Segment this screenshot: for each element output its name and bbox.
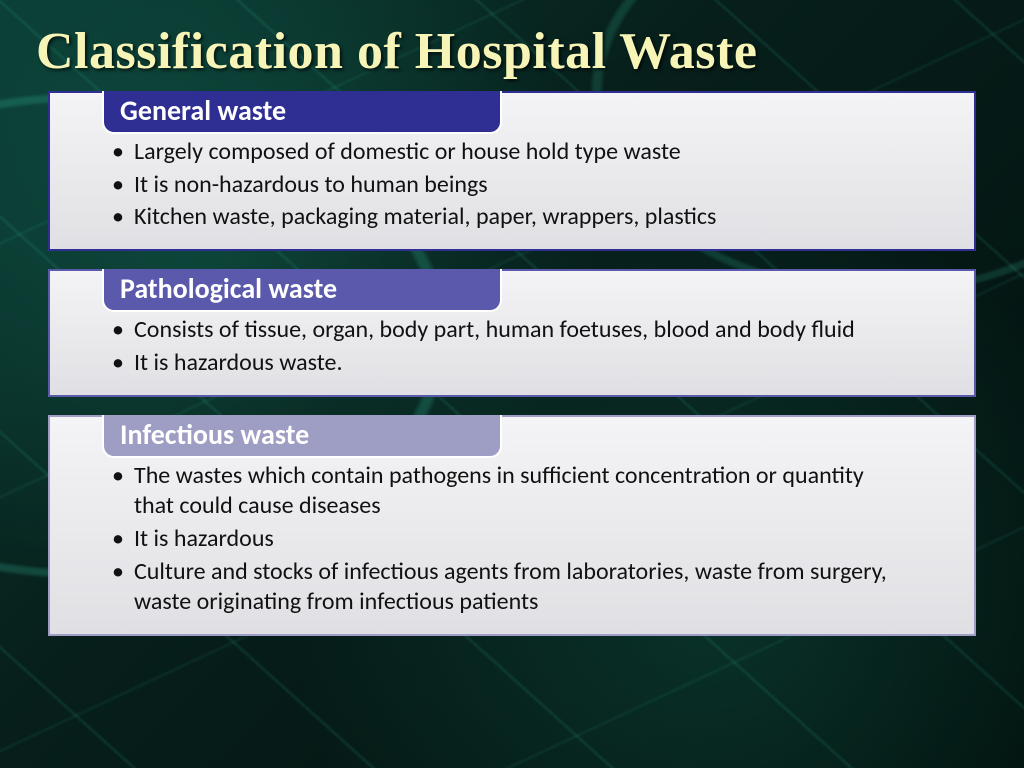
card-general-waste: General waste Largely composed of domest… (48, 91, 976, 251)
card-header: Infectious waste (102, 415, 502, 458)
bullet-item: It is hazardous waste. (112, 348, 946, 379)
card-header: Pathological waste (102, 269, 502, 312)
slide-title: Classification of Hospital Waste (36, 22, 988, 81)
bullet-item: Largely composed of domestic or house ho… (112, 137, 946, 168)
card-header: General waste (102, 91, 502, 134)
card-pathological-waste: Pathological waste Consists of tissue, o… (48, 269, 976, 396)
slide: Classification of Hospital Waste General… (0, 0, 1024, 768)
bullet-item: It is non-hazardous to human beings (112, 170, 946, 201)
card-infectious-waste: Infectious waste The wastes which contai… (48, 415, 976, 637)
bullet-item: The wastes which contain pathogens in su… (112, 461, 902, 522)
bullet-item: Culture and stocks of infectious agents … (112, 557, 902, 618)
bullet-item: Kitchen waste, packaging material, paper… (112, 202, 946, 233)
bullet-item: It is hazardous (112, 524, 946, 555)
bullet-item: Consists of tissue, organ, body part, hu… (112, 315, 902, 346)
